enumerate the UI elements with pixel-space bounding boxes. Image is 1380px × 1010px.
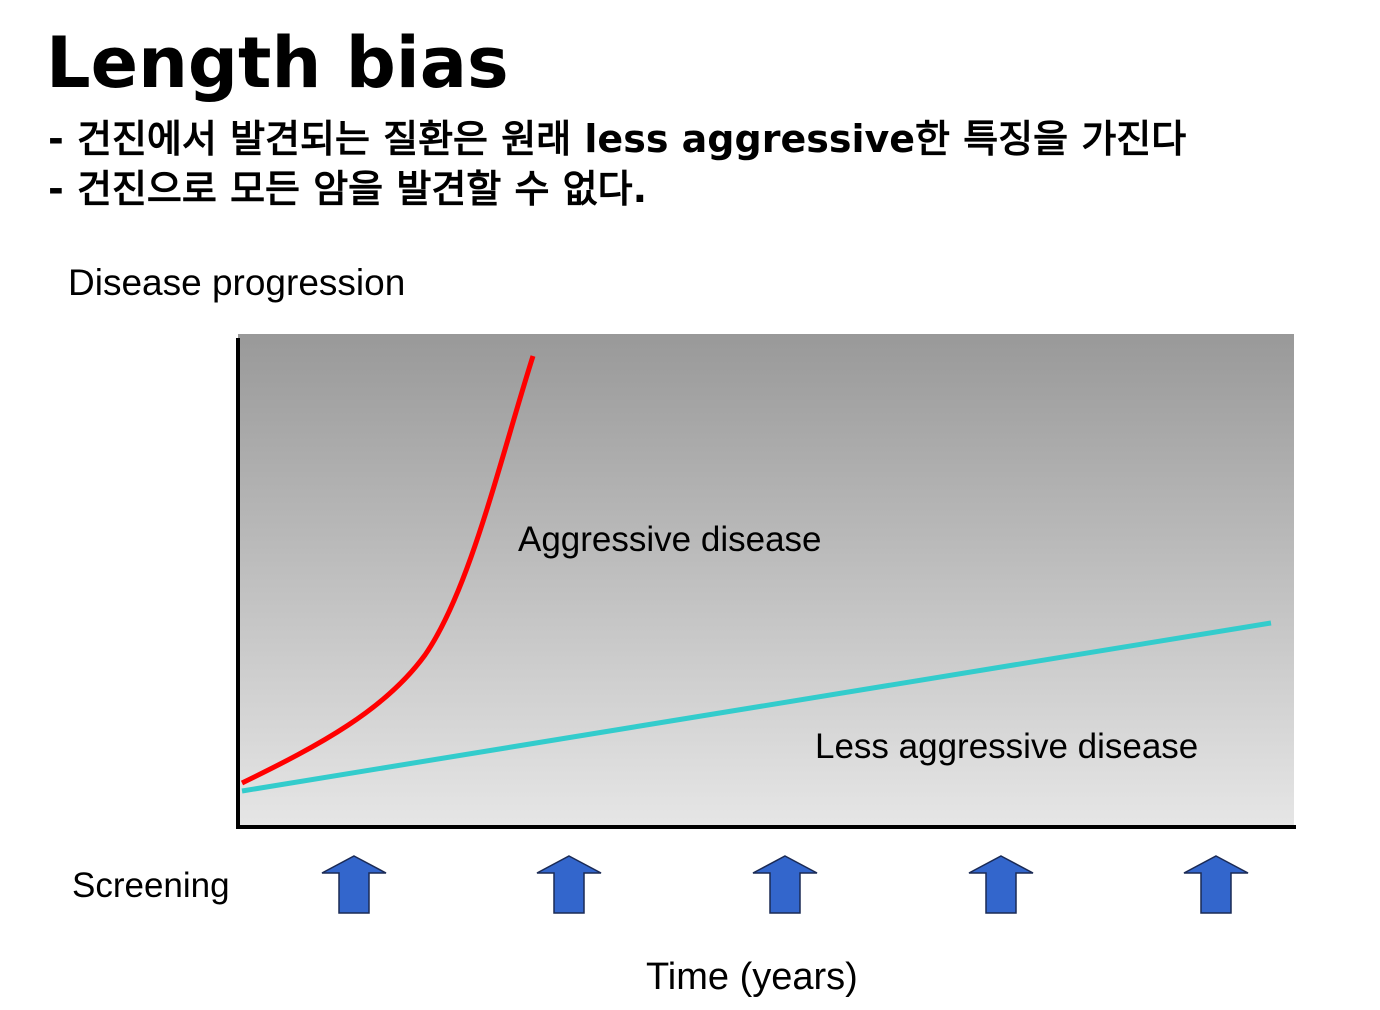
screening-arrow-1 bbox=[321, 855, 387, 914]
bullet-point-1: - 건진에서 발견되는 질환은 원래 less aggressive한 특징을 … bbox=[48, 117, 1187, 161]
screening-arrows bbox=[321, 855, 1249, 914]
y-axis-label: Disease progression bbox=[68, 262, 406, 303]
screening-label: Screening bbox=[72, 866, 230, 905]
less-aggressive-curve bbox=[241, 620, 1272, 794]
screening-arrow-4 bbox=[968, 855, 1034, 914]
x-axis-label: Time (years) bbox=[646, 956, 858, 998]
aggressive-curve bbox=[240, 355, 536, 786]
screening-arrow-2 bbox=[536, 855, 602, 914]
slide-title: Length bias bbox=[46, 22, 509, 104]
aggressive-disease-label: Aggressive disease bbox=[518, 520, 822, 559]
bullet-point-2: - 건진으로 모든 암을 발견할 수 없다. bbox=[48, 167, 648, 211]
screening-arrow-5 bbox=[1183, 855, 1249, 914]
plot-background bbox=[238, 334, 1294, 827]
screening-arrow-3 bbox=[752, 855, 818, 914]
less-aggressive-disease-label: Less aggressive disease bbox=[815, 727, 1198, 766]
